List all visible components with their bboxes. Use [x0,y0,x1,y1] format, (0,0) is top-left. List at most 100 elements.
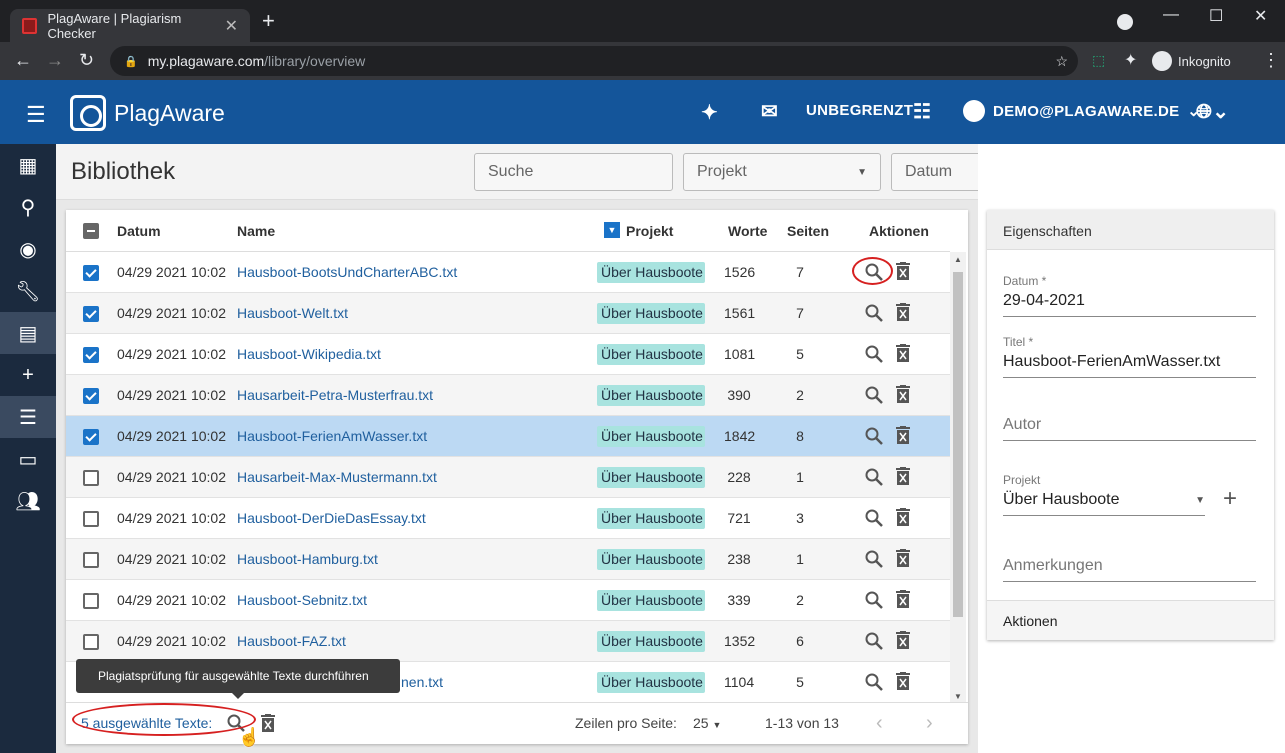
author-field-placeholder[interactable]: Autor [1003,416,1256,441]
row-search-icon[interactable] [864,426,884,446]
dashboard-icon[interactable]: ▦ [18,154,38,177]
row-name-link[interactable]: Hausboot-FerienAmWasser.txt [237,428,428,444]
row-checkbox[interactable] [83,347,99,363]
row-delete-icon[interactable] [896,508,910,526]
project-field[interactable]: Projekt Über Hausboote ▼ [1003,473,1205,516]
row-delete-icon[interactable] [896,467,910,485]
row-name-link[interactable]: Hausarbeit-Petra-Musterfrau.txt [237,387,434,403]
row-checkbox[interactable] [83,511,99,527]
date-field[interactable]: Datum * 29-04-2021 [1003,274,1256,317]
search-input[interactable]: Suche [474,153,673,191]
row-checkbox[interactable] [83,552,99,568]
table-row[interactable]: 04/29 2021 10:02 Hausboot-FAZ.txt Über Hau… [66,621,950,662]
rows-per-page-select[interactable]: 25 ▼ [693,715,721,731]
table-row[interactable]: 04/29 2021 10:02 Hausboot-Wikipedia.txt Üb… [66,334,950,375]
prev-page-icon[interactable]: ‹ [876,712,883,734]
address-bar[interactable]: 🔒 my.plagaware.com/library/overview ☆ [110,46,1078,76]
back-icon[interactable]: ← [14,50,32,70]
row-delete-icon[interactable] [896,426,910,444]
reload-icon[interactable]: ↻ [79,50,95,70]
date-field-value[interactable]: 29-04-2021 [1003,292,1256,317]
user-menu[interactable]: DEMO@PLAGAWARE.DE ⌄ [963,100,1200,122]
add-project-icon[interactable]: + [1223,485,1238,512]
header-pages[interactable]: Seiten [787,223,830,239]
row-search-icon[interactable] [864,303,884,323]
browser-tab[interactable]: PlagAware | Plagiarism Checker ✕ [10,9,250,42]
table-row[interactable]: 04/29 2021 10:02 Hausboot-DerDieDasEssay.… [66,498,950,539]
row-checkbox[interactable] [83,429,99,445]
wrench-icon[interactable]: 🔧︎ [15,280,41,303]
table-row[interactable]: 04/29 2021 10:02 Hausboot-Welt.txt Über Ha… [66,293,950,334]
row-checkbox[interactable] [83,470,99,486]
project-filter-icon[interactable]: ▼ [604,222,620,238]
row-search-icon[interactable] [864,344,884,364]
row-search-icon[interactable] [864,672,884,692]
row-search-icon[interactable] [864,508,884,528]
properties-header[interactable]: Eigenschaften [987,210,1274,250]
eye-icon[interactable]: ◉ [19,238,37,261]
table-row[interactable]: 04/29 2021 10:02 Hausboot-Sebnitz.txt Über… [66,580,950,621]
mail-icon[interactable]: ✉ [761,101,779,123]
window-close-icon[interactable]: ✕ [1254,8,1268,25]
project-select[interactable]: Über Hausboote ▼ [1003,491,1205,516]
header-date[interactable]: Datum [117,223,161,239]
scroll-down-icon[interactable]: ▼ [954,692,962,701]
quota-label[interactable]: UNBEGRENZT [806,102,914,119]
table-row[interactable]: 04/29 2021 10:02 Hausboot-Hamburg.txt Über… [66,539,950,580]
row-search-icon[interactable] [864,631,884,651]
row-name-link[interactable]: Hausboot-BootsUndCharterABC.txt [237,264,458,280]
row-delete-icon[interactable] [896,385,910,403]
row-name-link[interactable]: Hausboot-Welt.txt [237,305,349,321]
brand-logo[interactable]: PlagAware [70,95,225,131]
folder-icon[interactable]: ▭ [18,448,38,471]
row-name-link[interactable]: Hausboot-DerDieDasEssay.txt [237,510,426,526]
maximize-icon[interactable]: ☐ [1209,8,1224,25]
list-icon[interactable]: ☰ [0,396,56,438]
header-words[interactable]: Worte [728,223,768,239]
header-project[interactable]: Projekt [626,223,674,239]
search-icon[interactable]: ⚲ [20,196,36,219]
row-checkbox[interactable] [83,593,99,609]
tune-icon[interactable]: ☷ [913,101,932,123]
select-all-checkbox[interactable] [83,223,99,239]
row-name-link[interactable]: Hausarbeit-Max-Mustermann.txt [237,469,437,485]
new-tab-icon[interactable]: + [262,8,275,33]
extensions-puzzle-icon[interactable]: ✦ [1124,52,1138,69]
row-name-link[interactable]: Hausboot-Hamburg.txt [237,551,378,567]
header-name[interactable]: Name [237,223,276,239]
notes-field[interactable]: Anmerkungen [1003,557,1256,582]
row-search-icon[interactable] [864,590,884,610]
scrollbar-thumb[interactable] [953,272,963,617]
incognito-badge[interactable]: Inkognito [1152,51,1231,71]
profile-menu-icon[interactable] [1117,14,1133,30]
menu-icon[interactable]: ☰ [26,102,46,127]
people-icon[interactable]: 👥︎ [15,490,41,513]
row-search-icon[interactable] [864,549,884,569]
browser-menu-icon[interactable]: ⋮ [1262,50,1280,70]
project-filter-select[interactable]: Projekt ▼ [683,153,881,191]
row-checkbox[interactable] [83,306,99,322]
minimize-icon[interactable]: — [1163,6,1179,23]
table-row[interactable]: 04/29 2021 10:02 Hausboot-BootsUndCharter… [66,252,950,293]
tab-close-icon[interactable]: ✕ [224,17,238,35]
scroll-up-icon[interactable]: ▲ [954,255,962,264]
row-delete-icon[interactable] [896,549,910,567]
bookmark-star-icon[interactable]: ☆ [1055,52,1068,69]
table-row[interactable]: 04/29 2021 10:02 Hausboot-FerienAmWasser.… [66,416,950,457]
magic-wand-icon[interactable]: ✦ [701,102,719,124]
row-delete-icon[interactable] [896,303,910,321]
row-name-link[interactable]: Hausboot-Wikipedia.txt [237,346,381,362]
library-icon[interactable]: ▤ [0,312,56,354]
row-delete-icon[interactable] [896,631,910,649]
notes-field-placeholder[interactable]: Anmerkungen [1003,557,1256,582]
next-page-icon[interactable]: › [926,712,933,734]
forward-icon[interactable]: → [46,50,64,70]
row-delete-icon[interactable] [896,590,910,608]
author-field[interactable]: Autor [1003,416,1256,441]
delete-selected-icon[interactable] [261,714,275,732]
row-delete-icon[interactable] [896,262,910,280]
screenshot-extension-icon[interactable]: ⬚ [1092,52,1106,68]
row-delete-icon[interactable] [896,344,910,362]
row-name-link[interactable]: Hausboot-FAZ.txt [237,633,346,649]
vertical-scrollbar[interactable]: ▲ ▼ [950,252,966,702]
